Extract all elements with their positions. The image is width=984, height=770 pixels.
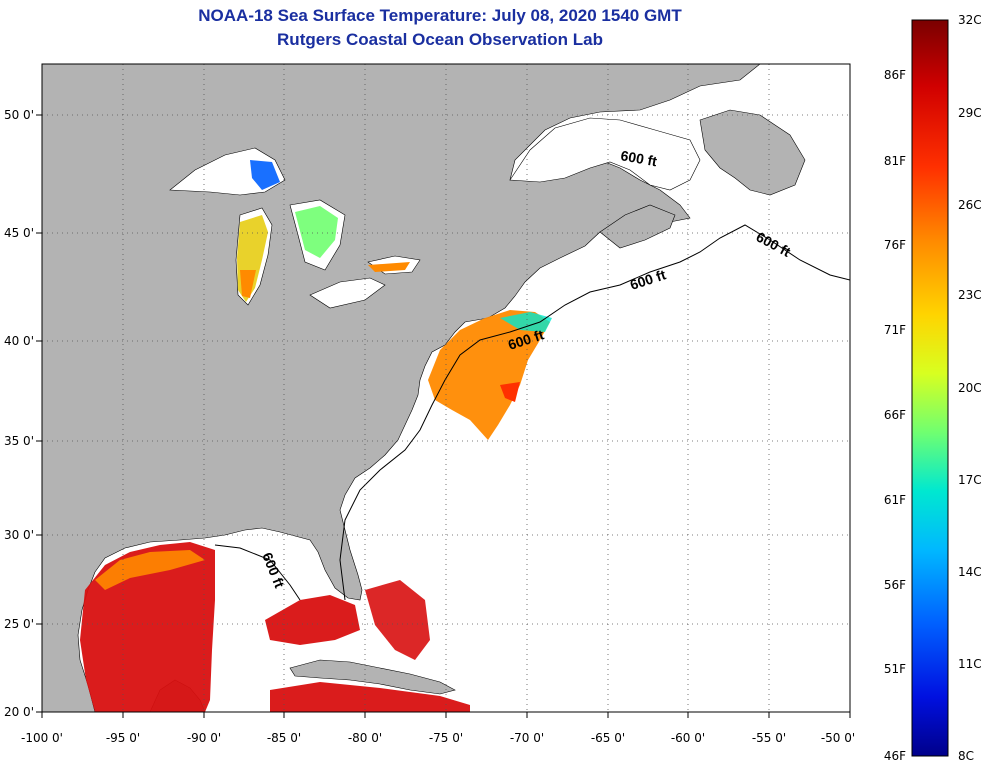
fahrenheit-label: 51F xyxy=(884,662,906,676)
sst-caribbean xyxy=(270,682,470,712)
longitude-labels: -100 0' -95 0' -90 0' -85 0' -80 0' -75 … xyxy=(21,731,855,745)
celsius-label: 14C xyxy=(958,565,982,579)
contour-label-1: 600 ft xyxy=(619,147,658,169)
sst-bahamas xyxy=(365,580,430,660)
lon-label: -90 0' xyxy=(187,731,221,745)
lat-label: 25 0' xyxy=(4,617,34,631)
colorbar xyxy=(911,19,949,757)
lon-label: -60 0' xyxy=(671,731,705,745)
contour-600ft-gulf xyxy=(214,544,301,601)
colorbar-fahrenheit-labels: 86F 81F 76F 71F 66F 61F 56F 51F 46F xyxy=(884,68,906,763)
celsius-label: 26C xyxy=(958,198,982,212)
map-title: NOAA-18 Sea Surface Temperature: July 08… xyxy=(198,6,682,25)
sst-florida-straits xyxy=(265,595,360,645)
lon-label: -65 0' xyxy=(591,731,625,745)
lake-superior xyxy=(169,147,286,196)
lon-label: -80 0' xyxy=(348,731,382,745)
lon-label: -55 0' xyxy=(752,731,786,745)
fahrenheit-label: 71F xyxy=(884,323,906,337)
sst-lake-huron xyxy=(295,206,338,258)
fahrenheit-label: 56F xyxy=(884,578,906,592)
celsius-label: 8C xyxy=(958,749,974,763)
sst-lake-erie xyxy=(368,262,410,272)
contour-600ft xyxy=(339,224,850,601)
celsius-label: 23C xyxy=(958,288,982,302)
celsius-label: 32C xyxy=(958,13,982,27)
lon-label: -75 0' xyxy=(429,731,463,745)
sst-mid-atlantic-warm xyxy=(500,382,520,402)
land-nova-scotia xyxy=(599,204,676,249)
latitude-labels: 50 0' 45 0' 40 0' 35 0' 30 0' 25 0' 20 0… xyxy=(4,108,34,719)
land-cuba xyxy=(289,659,456,695)
graticule xyxy=(42,64,850,712)
lon-label: -70 0' xyxy=(510,731,544,745)
lat-label: 45 0' xyxy=(4,226,34,240)
fahrenheit-label: 76F xyxy=(884,238,906,252)
fahrenheit-label: 61F xyxy=(884,493,906,507)
lon-label: -50 0' xyxy=(821,731,855,745)
celsius-label: 17C xyxy=(958,473,982,487)
lat-label: 30 0' xyxy=(4,528,34,542)
lat-label: 40 0' xyxy=(4,334,34,348)
lake-erie xyxy=(309,277,386,309)
sst-mid-atlantic-cool xyxy=(500,312,552,332)
fahrenheit-label: 86F xyxy=(884,68,906,82)
lat-label: 35 0' xyxy=(4,434,34,448)
land-newfoundland xyxy=(699,109,806,196)
map-subtitle: Rutgers Coastal Ocean Observation Lab xyxy=(277,30,603,49)
axis-ticks xyxy=(36,114,851,718)
lat-label: 50 0' xyxy=(4,108,34,122)
fahrenheit-label: 66F xyxy=(884,408,906,422)
celsius-label: 20C xyxy=(958,381,982,395)
gulf-st-lawrence xyxy=(509,117,701,191)
sst-lake-superior xyxy=(250,160,280,190)
celsius-label: 29C xyxy=(958,106,982,120)
fahrenheit-label: 46F xyxy=(884,749,906,763)
celsius-label: 11C xyxy=(958,657,982,671)
sst-gulf-north-warm xyxy=(95,550,205,590)
lon-label: -85 0' xyxy=(267,731,301,745)
lon-label: -100 0' xyxy=(21,731,63,745)
fahrenheit-label: 81F xyxy=(884,154,906,168)
lon-label: -95 0' xyxy=(106,731,140,745)
lat-label: 20 0' xyxy=(4,705,34,719)
sst-mid-atlantic xyxy=(428,310,550,440)
sst-lake-michigan-south xyxy=(240,270,256,298)
colorbar-celsius-labels: 32C 29C 26C 23C 20C 17C 14C 11C 8C xyxy=(958,13,982,763)
